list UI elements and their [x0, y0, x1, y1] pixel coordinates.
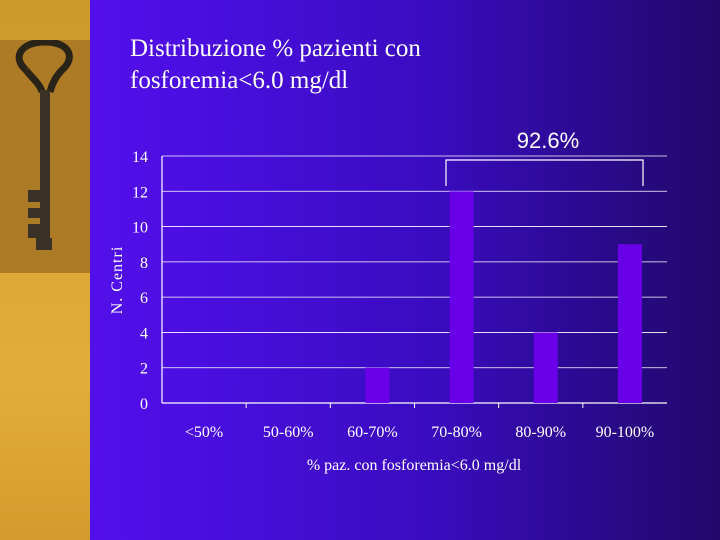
x-tick-label: 80-90% [515, 424, 566, 441]
x-tick-label: 60-70% [347, 424, 398, 441]
bar-80-90% [533, 332, 558, 403]
key-image [0, 40, 90, 273]
bar-70-80% [449, 191, 474, 403]
y-tick-label: 4 [140, 325, 148, 342]
y-tick-label: 6 [140, 290, 148, 307]
x-tick-label: 70-80% [431, 424, 482, 441]
bar-60-70% [365, 367, 390, 403]
sidebar-decoration [0, 0, 90, 540]
x-tick-label: 90-100% [596, 424, 655, 441]
y-tick-label: 0 [140, 396, 148, 413]
annotation: 92.6% [445, 128, 644, 186]
bar-90-100% [617, 244, 642, 403]
x-tick-labels: <50% 50-60% 60-70% 70-80% 80-90% 90-100% [185, 424, 654, 441]
x-axis-title: % paz. con fosforemia<6.0 mg/dl [307, 457, 522, 474]
axes [161, 156, 667, 408]
y-tick-label: 2 [140, 361, 148, 378]
y-tick-label: 8 [140, 255, 148, 272]
y-tick-label: 14 [132, 149, 148, 166]
grid [162, 155, 667, 369]
annotation-bracket [445, 159, 644, 186]
bars [365, 191, 642, 403]
x-tick-label: 50-60% [263, 424, 314, 441]
slide-title: Distribuzione % pazienti con fosforemia<… [130, 33, 690, 97]
y-tick-label: 10 [132, 220, 148, 237]
y-tick-label: 12 [132, 184, 148, 201]
y-axis-title: N. Centri [109, 246, 126, 315]
x-tick-label: <50% [185, 424, 223, 441]
y-tick-labels: 0 2 4 6 8 10 12 14 [132, 149, 148, 413]
title-line-2: fosforemia<6.0 mg/dl [130, 67, 349, 94]
annotation-label: 92.6% [517, 128, 579, 153]
title-line-1: Distribuzione % pazienti con [130, 35, 421, 62]
